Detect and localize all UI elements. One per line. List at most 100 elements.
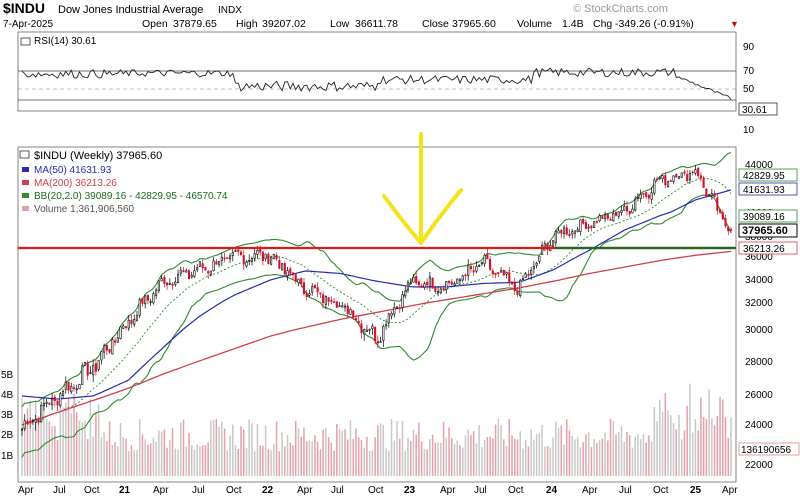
volume-bar [245, 447, 248, 476]
candle-body [387, 313, 390, 324]
candle-body [294, 274, 297, 282]
volume-bar [84, 420, 86, 476]
candle-body [478, 265, 481, 267]
symbol: $INDU [3, 0, 45, 16]
x-tick: Apr [153, 485, 169, 496]
bb-mid-line [21, 177, 732, 430]
volume-bar [303, 427, 305, 476]
header-date: 7-Apr-2025 [3, 19, 53, 30]
candle-body [472, 270, 475, 273]
candle-body [20, 428, 24, 431]
candle-body [497, 272, 500, 274]
legend-bb: BB(20,2.0) 39089.16 - 42829.95 - 46570.7… [34, 191, 228, 202]
volume-bar [273, 444, 275, 476]
candle-body [135, 315, 139, 321]
candle-body [431, 277, 434, 289]
volume-bar [333, 450, 335, 476]
candle-body [543, 243, 546, 248]
candle-body [59, 393, 62, 407]
candle-body [144, 295, 147, 305]
volume-bar [322, 429, 324, 476]
volume-bar [388, 450, 390, 476]
volume-bar [40, 412, 42, 476]
volume-bar [169, 440, 171, 476]
volume-bar [297, 428, 300, 476]
rsi-collapse-icon[interactable] [20, 37, 31, 46]
rsi-tick: 50 [743, 84, 755, 95]
candle-body [171, 283, 174, 286]
candle-body [62, 391, 65, 396]
volume-bar [188, 432, 190, 476]
volume-bar [401, 420, 404, 476]
candle-body [311, 286, 314, 293]
volume-bar [659, 399, 661, 476]
volume-bar [489, 436, 491, 476]
chg-down-icon: ▼ [730, 19, 739, 29]
volume-bar [407, 437, 409, 476]
candle-body [267, 253, 270, 264]
volume-bar [623, 441, 625, 476]
x-tick-year: 24 [546, 485, 558, 496]
volume-bar [440, 442, 442, 476]
candle-body [379, 341, 382, 343]
volume-bar [667, 410, 669, 476]
candle-body [656, 178, 659, 181]
candle-body [324, 296, 327, 305]
volume-bar [434, 442, 437, 476]
candle-body [338, 305, 341, 308]
candle-body [83, 362, 87, 366]
candle-body [680, 172, 683, 178]
candle-body [409, 282, 412, 285]
volume-bar [103, 432, 105, 476]
candle-body [606, 213, 609, 219]
volume-bar [97, 404, 100, 476]
volume-bar [544, 446, 546, 476]
candle-body [122, 325, 125, 329]
candle-body [587, 226, 590, 229]
price-candles [20, 165, 733, 436]
volume-bar [341, 430, 344, 476]
volume-bar [618, 432, 620, 476]
legend-collapse-icon[interactable] [19, 150, 30, 159]
x-tick: Apr [722, 485, 738, 496]
volume-bar [344, 429, 346, 476]
candle-body [500, 270, 503, 273]
volume-bar [210, 420, 212, 476]
candle-body [390, 313, 393, 317]
rsi-tick: 70 [743, 66, 755, 77]
candle-body [535, 262, 538, 266]
candle-body [316, 287, 319, 293]
bb-upper-tag [738, 168, 798, 182]
candle-body [89, 372, 92, 374]
candle-body [521, 278, 525, 280]
candle-body [152, 293, 155, 304]
candle-body [699, 175, 702, 179]
volume-bar [37, 418, 40, 476]
volume-bar [451, 437, 453, 476]
volume-bar [201, 445, 204, 476]
volume-bar [223, 428, 226, 476]
volume-bar [593, 439, 595, 476]
volume-bar [727, 437, 730, 476]
volume-bar [508, 418, 511, 476]
candle-body [620, 210, 623, 213]
open-value: 37879.65 [173, 18, 217, 30]
volume-bar [590, 447, 593, 476]
volume-bar [357, 437, 360, 476]
candle-body [467, 264, 470, 276]
volume-bar [486, 437, 489, 476]
volume-bar [262, 445, 264, 476]
volume-bar [448, 427, 450, 476]
volume-bar [89, 399, 92, 476]
volume-bar [571, 435, 573, 476]
volume-bar [368, 450, 371, 476]
candle-body [330, 300, 333, 302]
volume-bar [259, 445, 261, 476]
legend-volume: Volume 1,361,906,560 [34, 204, 135, 215]
volume-bar [264, 425, 267, 476]
volume-bar [585, 434, 587, 476]
volume-bar [404, 451, 406, 476]
x-tick: Oct [368, 485, 384, 496]
candle-body [242, 255, 245, 265]
volume-bar [163, 429, 166, 476]
